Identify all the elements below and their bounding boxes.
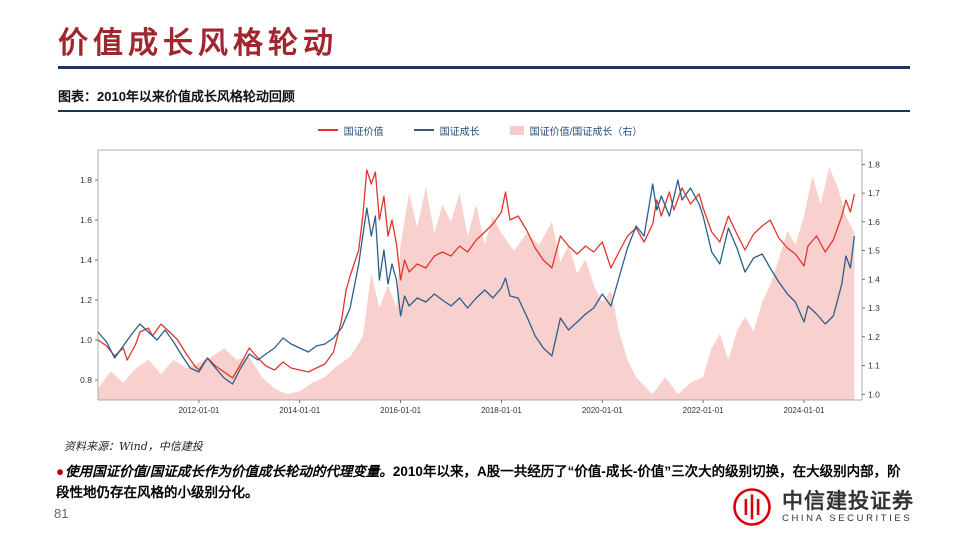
logo-name-en: CHINA SECURITIES [782,512,913,524]
svg-text:1.3: 1.3 [868,303,880,313]
svg-text:2022-01-01: 2022-01-01 [683,406,724,415]
svg-text:2018-01-01: 2018-01-01 [481,406,522,415]
svg-text:2016-01-01: 2016-01-01 [380,406,421,415]
logo-text: 中信建投证券 CHINA SECURITIES [782,489,914,524]
style-rotation-chart: 国证价值 国证成长 国证价值/国证成长（右） 0.8 1.0 1.2 1.4 1.6 1.… [62,118,898,428]
data-source-note: 资料来源：Wind，中信建投 [64,440,203,453]
value-line-swatch [317,129,338,131]
legend-label: 国证价值 [343,126,384,138]
svg-text:2024-01-01: 2024-01-01 [784,406,825,415]
svg-text:1.2: 1.2 [80,295,92,305]
svg-text:1.2: 1.2 [868,332,880,342]
svg-text:2020-01-01: 2020-01-01 [582,406,623,415]
legend-label: 国证成长 [439,126,480,138]
svg-text:2014-01-01: 2014-01-01 [279,406,320,415]
svg-text:1.0: 1.0 [868,389,880,399]
legend-item-ratio: 国证价值/国证成长（右） [509,123,643,138]
china-securities-emblem-icon [733,488,771,526]
svg-text:1.5: 1.5 [868,246,880,256]
page-number: 81 [54,506,69,521]
takeaway-body: 2010年以来，A股一共经历了“价值-成长-价值”三次大的级别切换，在大级别内部… [56,464,901,500]
chart-plot-area: 0.8 1.0 1.2 1.4 1.6 1.8 1.0 1.1 1.2 1.3 1.4 1.5 1.6 1… [80,149,880,415]
svg-text:1.8: 1.8 [80,175,92,185]
legend-item-growth: 国证成长 [413,123,480,138]
svg-text:1.6: 1.6 [80,215,92,225]
page-title: 价值成长风格轮动 [58,26,338,61]
svg-text:0.8: 0.8 [80,375,92,385]
title-divider [58,66,910,69]
svg-text:1.8: 1.8 [868,159,880,169]
chart-legend: 国证价值 国证成长 国证价值/国证成长（右） [62,118,898,142]
svg-text:1.4: 1.4 [80,255,92,265]
company-logo: 中信建投证券 CHINA SECURITIES [731,486,914,528]
svg-text:1.6: 1.6 [868,217,880,227]
logo-name-cn: 中信建投证券 [782,488,914,514]
svg-text:1.1: 1.1 [868,361,880,371]
caption-divider [58,110,910,112]
svg-text:1.0: 1.0 [80,335,92,345]
figure-caption: 图表：2010年以来价值成长风格轮动回顾 [58,89,295,104]
legend-item-value: 国证价值 [317,123,384,138]
growth-line-swatch [413,129,434,131]
svg-text:1.4: 1.4 [868,274,880,284]
ratio-area-swatch [509,125,524,135]
bullet-icon: ● [56,464,65,479]
key-takeaway: ●使用国证价值/国证成长作为价值成长轮动的代理变量。2010年以来，A股一共经历… [56,462,910,504]
legend-label: 国证价值/国证成长（右） [529,126,643,138]
svg-text:2012-01-01: 2012-01-01 [178,406,219,415]
svg-text:1.7: 1.7 [868,188,880,198]
takeaway-lead: 使用国证价值/国证成长作为价值成长轮动的代理变量。 [65,464,393,479]
